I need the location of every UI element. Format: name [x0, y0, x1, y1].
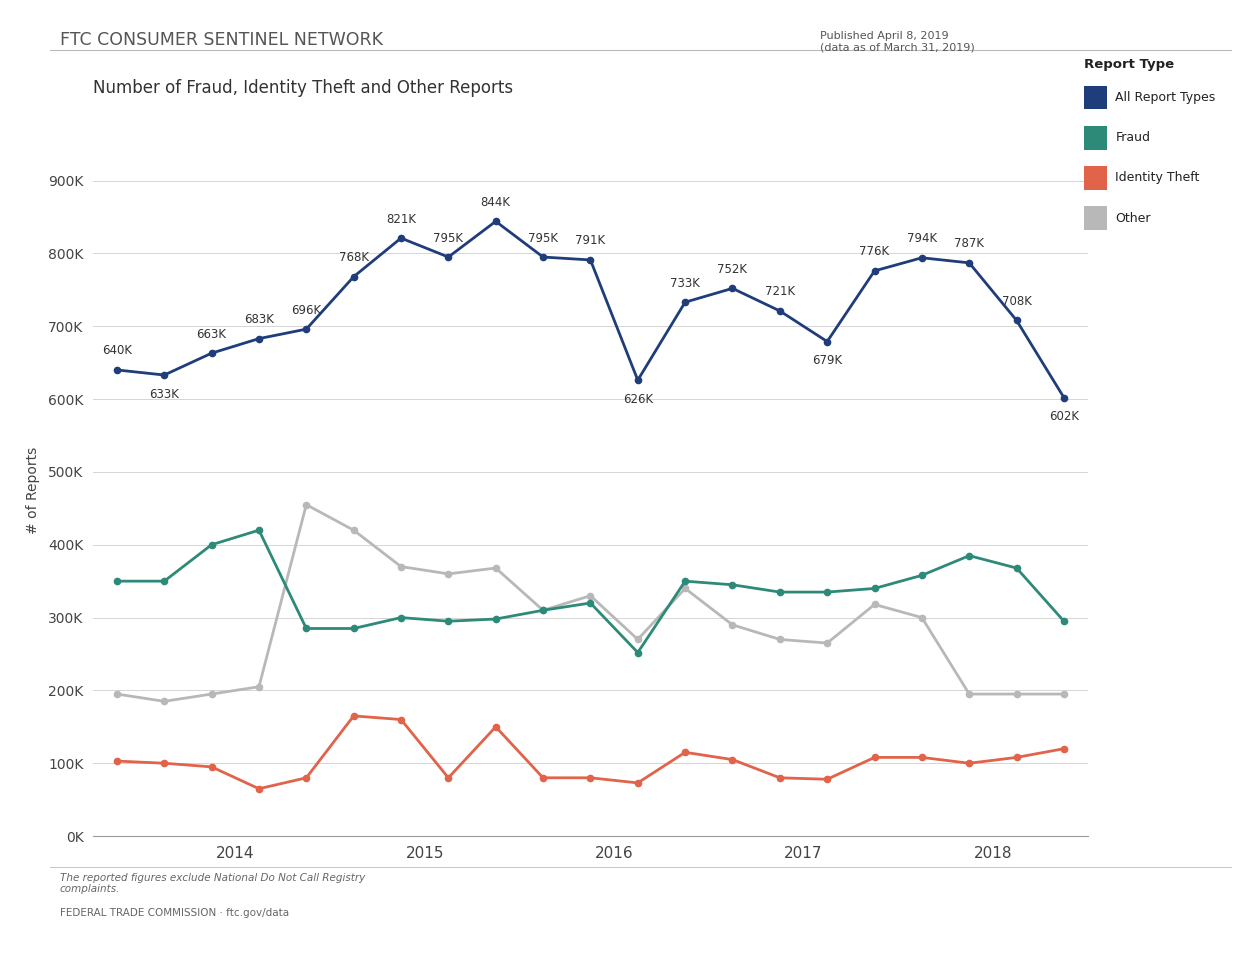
- Text: 791K: 791K: [576, 234, 605, 247]
- Text: 768K: 768K: [338, 251, 369, 264]
- Text: 844K: 844K: [481, 196, 511, 209]
- Text: 733K: 733K: [670, 277, 700, 289]
- Text: 683K: 683K: [244, 313, 273, 326]
- Text: Published April 8, 2019
(data as of March 31, 2019): Published April 8, 2019 (data as of Marc…: [820, 31, 975, 52]
- Text: FEDERAL TRADE COMMISSION · ftc.gov/data: FEDERAL TRADE COMMISSION · ftc.gov/data: [60, 908, 288, 918]
- Text: Fraud: Fraud: [1115, 132, 1150, 144]
- Text: FTC CONSUMER SENTINEL NETWORK: FTC CONSUMER SENTINEL NETWORK: [60, 31, 383, 49]
- Text: The reported figures exclude National Do Not Call Registry
complaints.: The reported figures exclude National Do…: [60, 873, 365, 894]
- Text: 752K: 752K: [717, 263, 747, 276]
- Bar: [1084, 166, 1106, 189]
- Text: 679K: 679K: [812, 354, 843, 367]
- Text: Number of Fraud, Identity Theft and Other Reports: Number of Fraud, Identity Theft and Othe…: [93, 79, 513, 97]
- Text: 633K: 633K: [149, 387, 179, 401]
- Text: 663K: 663K: [196, 328, 226, 341]
- Text: 821K: 821K: [387, 212, 416, 226]
- Text: 640K: 640K: [102, 344, 132, 357]
- Text: 626K: 626K: [623, 393, 653, 406]
- Text: All Report Types: All Report Types: [1115, 91, 1216, 104]
- Text: 787K: 787K: [955, 237, 984, 251]
- Text: 776K: 776K: [859, 245, 890, 259]
- Text: 602K: 602K: [1049, 410, 1079, 423]
- Bar: [1084, 126, 1106, 150]
- Text: 794K: 794K: [907, 233, 937, 245]
- Y-axis label: # of Reports: # of Reports: [26, 447, 40, 533]
- Text: 795K: 795K: [434, 232, 464, 244]
- Text: Identity Theft: Identity Theft: [1115, 171, 1199, 185]
- Text: 795K: 795K: [528, 232, 558, 244]
- Text: 721K: 721K: [764, 285, 794, 299]
- Text: 696K: 696K: [291, 304, 322, 316]
- Bar: [93, 403, 1088, 437]
- Text: Other: Other: [1115, 211, 1151, 225]
- Bar: [1084, 207, 1106, 230]
- Text: Report Type: Report Type: [1084, 59, 1175, 71]
- Text: 708K: 708K: [1002, 295, 1032, 308]
- Bar: [1084, 86, 1106, 110]
